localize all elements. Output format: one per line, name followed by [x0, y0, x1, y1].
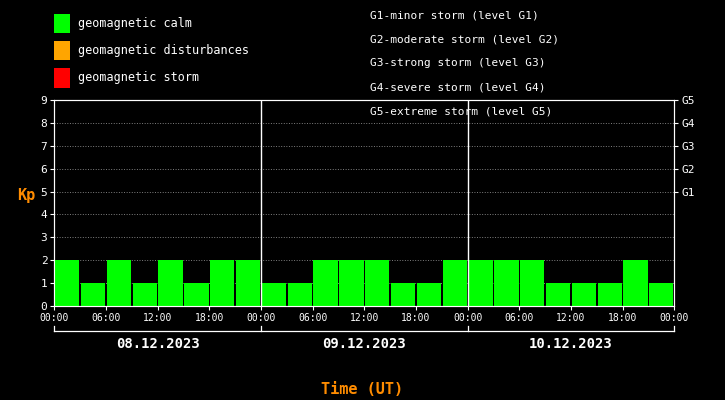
Bar [313, 260, 338, 306]
Text: geomagnetic disturbances: geomagnetic disturbances [78, 44, 249, 57]
Text: G3-strong storm (level G3): G3-strong storm (level G3) [370, 58, 545, 68]
Bar [520, 260, 544, 306]
Bar [391, 283, 415, 306]
Bar [184, 283, 209, 306]
Y-axis label: Kp: Kp [17, 188, 36, 203]
Bar [624, 260, 647, 306]
Text: 08.12.2023: 08.12.2023 [116, 337, 199, 351]
Bar [649, 283, 674, 306]
Bar [339, 260, 363, 306]
Bar [546, 283, 570, 306]
Bar [210, 260, 234, 306]
Text: Time (UT): Time (UT) [321, 382, 404, 398]
Bar [417, 283, 441, 306]
Bar [494, 260, 518, 306]
Bar [236, 260, 260, 306]
Bar [107, 260, 131, 306]
Bar [81, 283, 105, 306]
Bar [468, 260, 493, 306]
Text: geomagnetic storm: geomagnetic storm [78, 72, 199, 84]
Bar [262, 283, 286, 306]
Text: 09.12.2023: 09.12.2023 [323, 337, 406, 351]
Text: geomagnetic calm: geomagnetic calm [78, 17, 191, 30]
Text: G4-severe storm (level G4): G4-severe storm (level G4) [370, 82, 545, 92]
Bar [55, 260, 80, 306]
Bar [133, 283, 157, 306]
Bar [597, 283, 622, 306]
Text: G5-extreme storm (level G5): G5-extreme storm (level G5) [370, 106, 552, 116]
Bar [442, 260, 467, 306]
Bar [288, 283, 312, 306]
Text: G2-moderate storm (level G2): G2-moderate storm (level G2) [370, 34, 559, 44]
Bar [365, 260, 389, 306]
Text: G1-minor storm (level G1): G1-minor storm (level G1) [370, 10, 539, 20]
Bar [159, 260, 183, 306]
Bar [572, 283, 596, 306]
Bar [675, 283, 700, 306]
Text: 10.12.2023: 10.12.2023 [529, 337, 613, 351]
